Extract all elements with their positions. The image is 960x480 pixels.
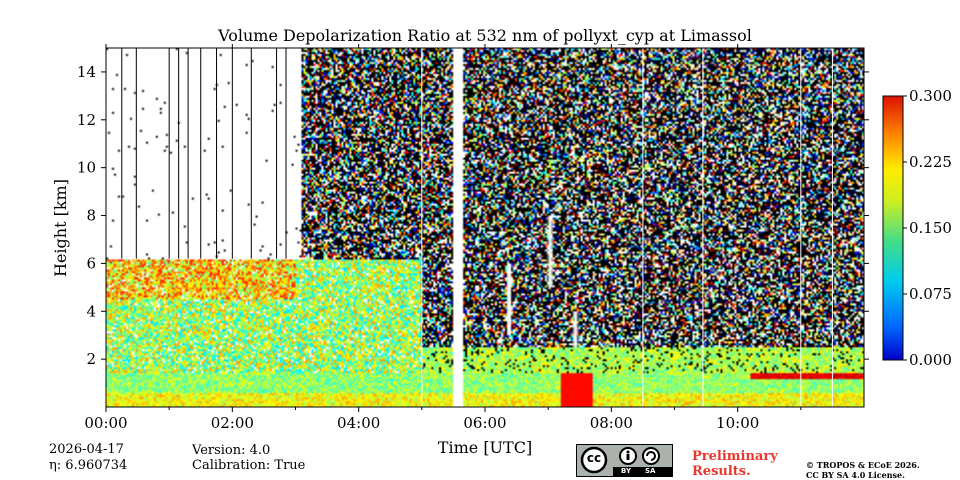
colorbar-tick-label: 0.225	[909, 153, 952, 171]
date-label: 2026-04-17	[49, 442, 124, 457]
results-label: Results.	[692, 464, 751, 479]
eta-label: η: 6.960734	[49, 458, 128, 473]
cc-icon: cc	[586, 451, 602, 465]
y-tick-label: 2	[86, 350, 96, 368]
cc-license-badge: cc BY SA	[576, 444, 673, 477]
by-icon: BY	[621, 467, 632, 475]
preliminary-label: Preliminary	[692, 449, 778, 464]
y-axis-label: Height [km]	[51, 179, 70, 277]
y-tick-label: 10	[77, 159, 96, 177]
colorbar-tick-label: 0.000	[909, 351, 952, 369]
sa-icon: SA	[645, 467, 656, 475]
depolarization-heatmap	[106, 48, 864, 407]
calibration-label: Calibration: True	[192, 458, 306, 473]
colorbar-tick-label: 0.150	[909, 219, 952, 237]
y-tick-label: 6	[86, 254, 96, 272]
axes: 00:00 02:00 04:00 06:00 08:00 10:00 2 4 6 8 10 12 14	[77, 44, 869, 432]
x-tick-label: 00:00	[84, 414, 127, 432]
colorbar-tick-label: 0.300	[909, 87, 952, 105]
version-label: Version: 4.0	[192, 443, 271, 458]
copyright-line-1: © TROPOS & ECoE 2026.	[806, 460, 920, 470]
colorbar-tick-label: 0.075	[909, 285, 952, 303]
x-tick-label: 08:00	[590, 414, 633, 432]
colorbar	[882, 95, 904, 361]
x-tick-label: 10:00	[716, 414, 759, 432]
y-tick-label: 8	[86, 207, 96, 225]
y-tick-label: 14	[77, 63, 96, 81]
colorbar-ticks: 0.000 0.075 0.150 0.225 0.300	[903, 87, 952, 369]
x-axis-label: Time [UTC]	[438, 438, 532, 457]
x-tick-label: 04:00	[337, 414, 380, 432]
chart-title: Volume Depolarization Ratio at 532 nm of…	[217, 26, 752, 45]
y-tick-label: 4	[86, 302, 96, 320]
x-tick-label: 06:00	[463, 414, 506, 432]
y-tick-label: 12	[77, 111, 96, 129]
x-tick-label: 02:00	[211, 414, 254, 432]
copyright-line-2: CC BY SA 4.0 License.	[806, 470, 905, 480]
heatmap-area	[106, 48, 864, 407]
